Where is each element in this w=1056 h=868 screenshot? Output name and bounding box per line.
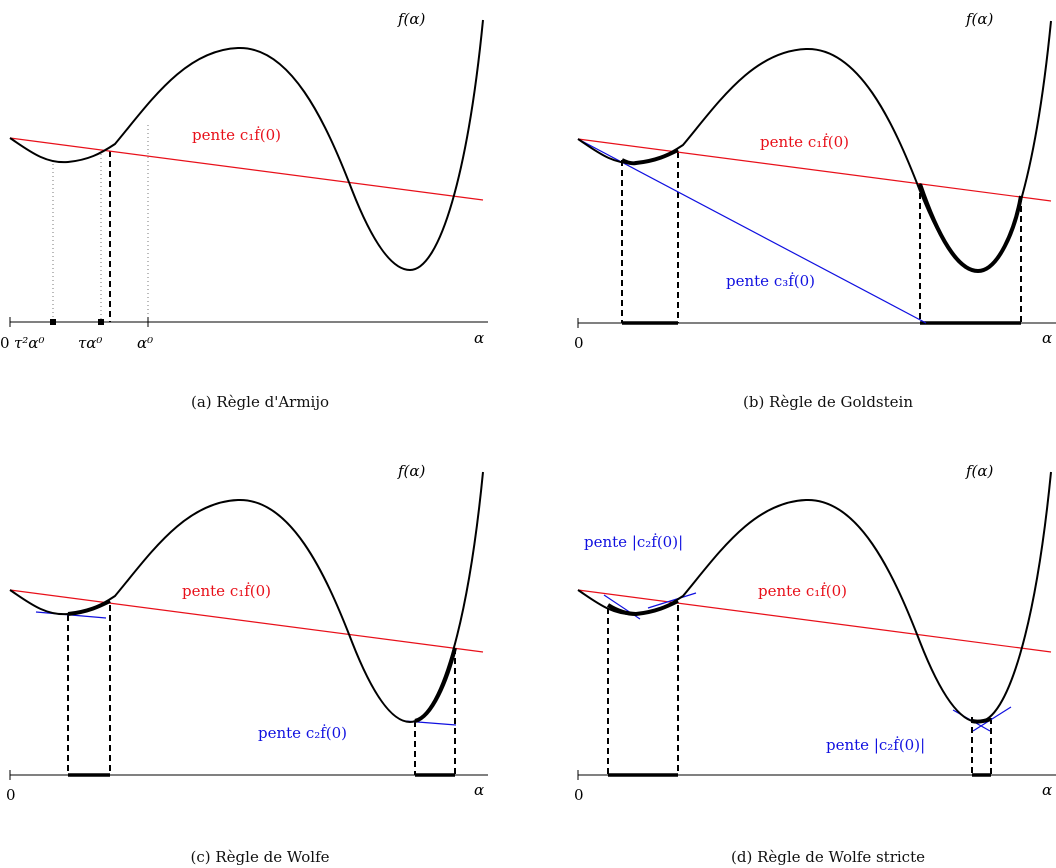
caption-wolfe-strict: (d) Règle de Wolfe stricte [731, 848, 925, 866]
c2-slope-label-top: pente |c₂ḟ(0)| [584, 533, 683, 551]
armijo-plot: 0 τ²α⁰ τα⁰ α⁰ α f(α) pente c₁ḟ(0) [0, 10, 488, 352]
origin-label: 0 [6, 786, 16, 804]
accepted-segment-1 [606, 599, 679, 617]
c1-line [577, 589, 1052, 653]
c1-slope-label: pente c₁ḟ(0) [182, 582, 271, 600]
c2-slope-label: pente c₂ḟ(0) [258, 724, 347, 742]
origin-label: 0 [574, 334, 584, 352]
accepted-segment-2 [918, 183, 1023, 274]
panel-wolfe: 0 α f(α) pente c₁ḟ(0) pente c₂ḟ(0) (c) R… [0, 455, 520, 866]
tau-label: τα⁰ [78, 334, 102, 352]
accepted-segment-1 [67, 599, 111, 616]
tau-marker [98, 319, 104, 325]
c2-tangent-2 [647, 592, 697, 609]
c1-slope-label: pente c₁ḟ(0) [760, 133, 849, 151]
accepted-segment-2 [414, 647, 457, 723]
c3-slope-label: pente c₃ḟ(0) [726, 272, 815, 290]
caption-wolfe: (c) Règle de Wolfe [190, 848, 330, 866]
alpha0-label: α⁰ [137, 334, 153, 352]
accepted-segment-2 [971, 717, 992, 724]
fn-label: f(α) [397, 462, 426, 480]
x-axis-label: α [1042, 329, 1052, 347]
c1-line [9, 589, 484, 653]
x-axis-label: α [474, 329, 484, 347]
c2-slope-label-bottom: pente |c₂ḟ(0)| [826, 736, 925, 754]
fn-label: f(α) [397, 10, 426, 28]
origin-label: 0 [574, 786, 584, 804]
caption-goldstein: (b) Règle de Goldstein [742, 393, 913, 411]
fn-label: f(α) [965, 10, 994, 28]
c1-line [577, 138, 1052, 202]
panel-goldstein: 0 α f(α) pente c₁ḟ(0) pente c₃ḟ(0) (b) R… [568, 0, 1056, 411]
caption-armijo: (a) Règle d'Armijo [190, 393, 330, 411]
origin-label: 0 [0, 334, 10, 352]
panel-armijo: 0 τ²α⁰ τα⁰ α⁰ α f(α) pente c₁ḟ(0) (a) Rè… [0, 0, 520, 411]
c1-slope-label: pente c₁ḟ(0) [758, 582, 847, 600]
fn-label: f(α) [965, 462, 994, 480]
panel-wolfe-strict: 0 α f(α) pente c₁ḟ(0) pente |c₂ḟ(0)| pen… [568, 455, 1056, 866]
tau2-label: τ²α⁰ [14, 334, 44, 352]
c2-tangent-4 [972, 706, 1012, 732]
goldstein-plot: 0 α f(α) pente c₁ḟ(0) pente c₃ḟ(0) [574, 10, 1056, 352]
accepted-segment-1 [621, 148, 679, 166]
armijo-line [9, 137, 484, 201]
function-curve [9, 19, 484, 272]
x-axis-label: α [474, 781, 484, 799]
wolfe-plot: 0 α f(α) pente c₁ḟ(0) pente c₂ḟ(0) [6, 462, 488, 804]
c3-line [577, 138, 927, 324]
c1-slope-label: pente c₁ḟ(0) [192, 126, 281, 144]
x-axis-label: α [1042, 781, 1052, 799]
wolfe-strict-plot: 0 α f(α) pente c₁ḟ(0) pente |c₂ḟ(0)| pen… [574, 462, 1056, 804]
tau2-marker [50, 319, 56, 325]
